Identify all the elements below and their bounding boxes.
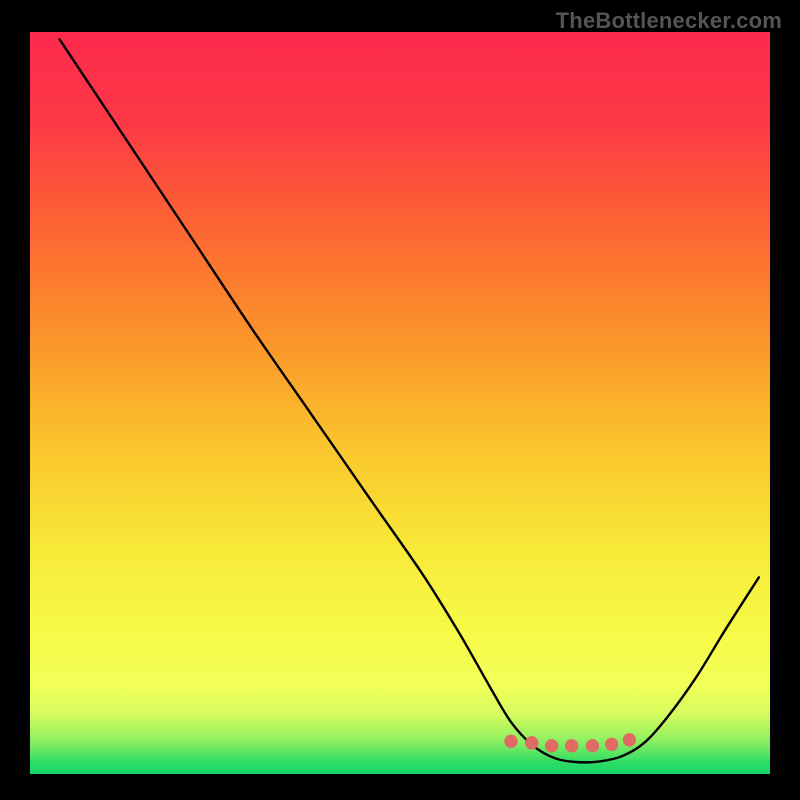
data-marker: [546, 740, 558, 752]
data-marker: [605, 738, 617, 750]
data-marker: [623, 734, 635, 746]
data-marker: [586, 740, 598, 752]
gradient-background: [30, 32, 770, 774]
chart-svg: [30, 32, 770, 774]
chart-stage: TheBottlenecker.com: [0, 0, 800, 800]
plot-area: [30, 32, 770, 774]
data-marker: [565, 740, 577, 752]
data-marker: [526, 737, 538, 749]
data-marker: [505, 735, 517, 747]
source-caption: TheBottlenecker.com: [556, 8, 782, 34]
